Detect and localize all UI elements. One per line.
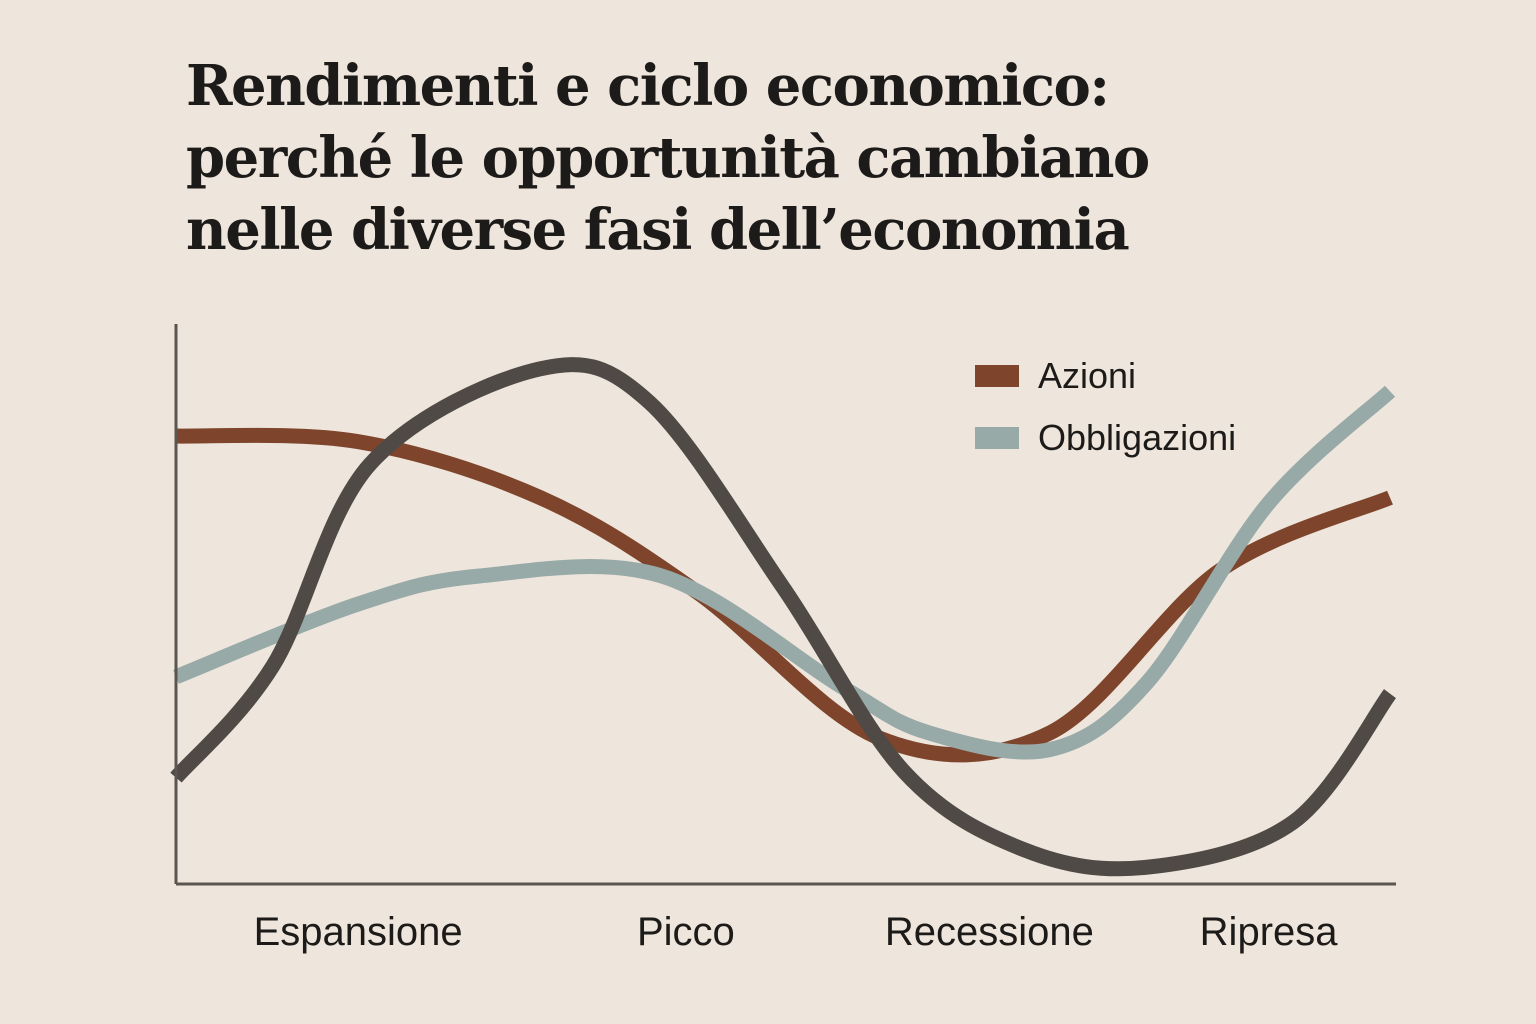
chart-title: Rendimenti e ciclo economico: perché le … [186, 50, 1436, 266]
x-tick-label-ripresa: Ripresa [1200, 910, 1339, 954]
chart-title-line-3: nelle diverse fasi dell’economia [186, 197, 1130, 263]
series-layer [170, 357, 1397, 877]
series-line-obbligazioni [173, 385, 1396, 760]
legend-swatch-obbligazioni [975, 427, 1019, 449]
x-tick-label-picco: Picco [637, 910, 735, 954]
legend-swatch-azioni [975, 365, 1019, 387]
series-line-cycle-2 [170, 357, 1397, 877]
x-tick-label-recessione: Recessione [885, 910, 1094, 954]
legend-label-azioni: Azioni [1038, 355, 1136, 396]
legend: Azioni Obbligazioni [975, 355, 1236, 458]
x-tick-label-espansione: Espansione [254, 910, 463, 954]
x-tick-labels: Espansione Picco Recessione Ripresa [254, 910, 1339, 954]
chart-title-line-1: Rendimenti e ciclo economico: [186, 53, 1110, 119]
chart-title-line-2: perché le opportunità cambiano [186, 125, 1150, 191]
legend-label-obbligazioni: Obbligazioni [1038, 417, 1236, 458]
